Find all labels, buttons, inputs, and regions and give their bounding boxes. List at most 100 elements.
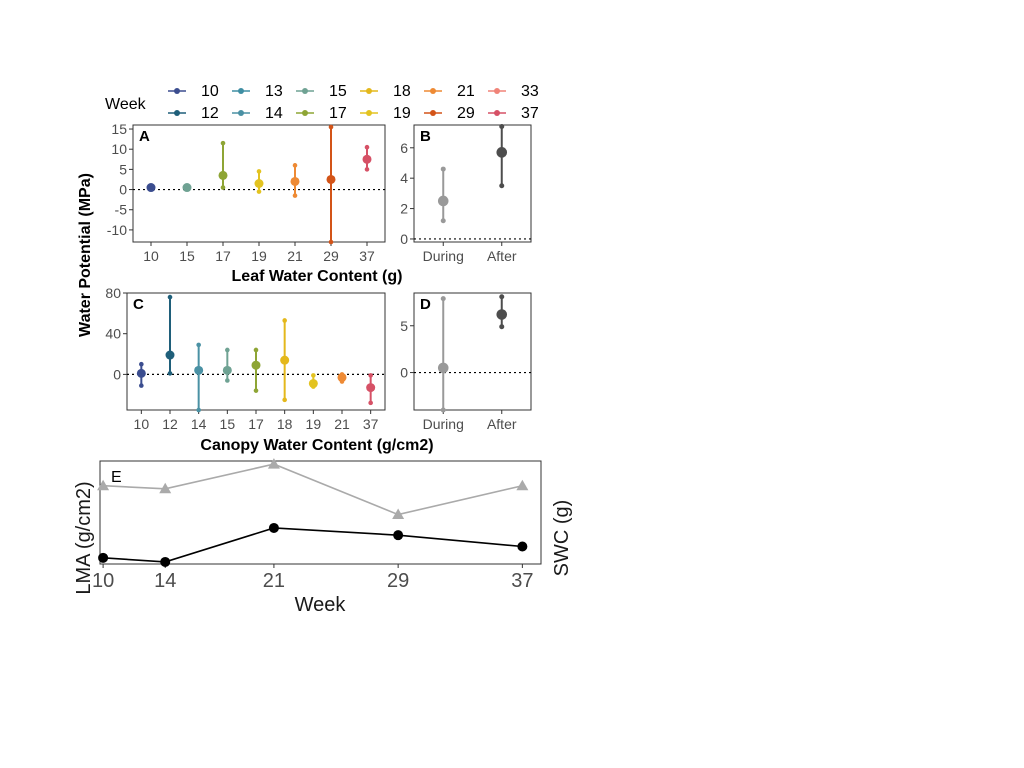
range-low-point bbox=[440, 218, 446, 224]
point-range-19 bbox=[308, 373, 318, 389]
mean-point bbox=[496, 309, 508, 320]
range-high-point bbox=[368, 373, 373, 378]
legend-key-dot bbox=[494, 110, 500, 116]
x-tick-label: 15 bbox=[179, 248, 195, 264]
y-tick-label: 6 bbox=[400, 140, 408, 156]
legend-label-21: 21 bbox=[457, 83, 475, 100]
e-x-tick-label: 14 bbox=[154, 570, 176, 592]
e-x-tick-label: 29 bbox=[387, 570, 409, 592]
point-range-After bbox=[496, 294, 508, 330]
y-tick-label: 0 bbox=[113, 366, 121, 382]
legend-label-17: 17 bbox=[329, 105, 347, 122]
legend-key-21: 21 bbox=[424, 83, 475, 100]
range-high-point bbox=[311, 373, 316, 378]
mean-point bbox=[146, 183, 156, 193]
legend-key-dot bbox=[494, 88, 500, 94]
e-circle-marker bbox=[98, 552, 109, 563]
y-tick-label: 80 bbox=[105, 285, 121, 301]
e-triangle-marker bbox=[267, 458, 280, 469]
range-low-point bbox=[225, 378, 230, 383]
point-range-10 bbox=[146, 183, 156, 193]
legend-label-18: 18 bbox=[393, 83, 411, 100]
e-triangle-marker bbox=[516, 479, 529, 491]
range-high-point bbox=[282, 318, 287, 323]
panel-c-letter: C bbox=[133, 296, 144, 313]
legend-label-19: 19 bbox=[393, 105, 411, 122]
mean-point bbox=[362, 154, 372, 164]
range-high-point bbox=[139, 361, 144, 367]
panel-e-left-y-axis-label: LMA (g/cm2) bbox=[73, 481, 95, 594]
legend: Week 10 12 13 14 15 17 18 19 21 29 33 37 bbox=[105, 83, 539, 122]
legend-key-10: 10 bbox=[168, 83, 219, 100]
x-tick-label: 12 bbox=[162, 416, 178, 432]
panel-b-letter: B bbox=[420, 128, 431, 145]
point-range-29 bbox=[326, 124, 336, 245]
range-low-point bbox=[256, 189, 262, 194]
point-range-12 bbox=[165, 294, 175, 376]
e-circle-marker bbox=[393, 530, 404, 541]
panel-c: C Canopy Water Content (g/cm2) 80 40 0 10 12… bbox=[105, 285, 433, 454]
point-range-During bbox=[437, 166, 449, 224]
y-tick-label: 40 bbox=[105, 326, 121, 342]
mean-point bbox=[254, 179, 264, 188]
legend-key-18: 18 bbox=[360, 83, 411, 100]
x-tick-label: After bbox=[487, 248, 517, 264]
legend-label-33: 33 bbox=[521, 83, 539, 100]
point-range-10 bbox=[136, 361, 146, 388]
panel-b: B 6 4 2 0 During After bbox=[400, 124, 532, 264]
range-low-point bbox=[499, 183, 505, 189]
range-high-point bbox=[499, 124, 505, 130]
mean-point bbox=[222, 365, 232, 375]
mean-point bbox=[165, 350, 175, 360]
range-high-point bbox=[225, 347, 230, 353]
panel-e-x-axis-label: Week bbox=[295, 594, 347, 616]
range-high-point bbox=[440, 166, 446, 172]
panel-e-frame bbox=[99, 460, 542, 565]
range-high-point bbox=[253, 347, 259, 353]
range-low-point bbox=[440, 407, 446, 413]
legend-title: Week bbox=[105, 96, 147, 113]
x-tick-label: 18 bbox=[277, 416, 293, 432]
legend-key-dot bbox=[302, 110, 308, 116]
mean-point bbox=[218, 170, 228, 180]
panel-d-letter: D bbox=[420, 296, 431, 313]
point-range-21 bbox=[337, 372, 347, 384]
range-high-point bbox=[364, 144, 370, 150]
point-range-15 bbox=[222, 347, 232, 383]
panel-a-letter: A bbox=[139, 128, 150, 145]
y-tick-label: 0 bbox=[400, 365, 408, 381]
e-circle-marker bbox=[268, 522, 279, 533]
range-low-point bbox=[368, 400, 373, 406]
e-x-tick-label: 21 bbox=[263, 570, 285, 592]
mean-point bbox=[290, 176, 300, 186]
range-low-point bbox=[292, 193, 298, 198]
legend-label-37: 37 bbox=[521, 105, 539, 122]
legend-key-13: 13 bbox=[232, 83, 283, 100]
y-tick-label: 4 bbox=[400, 170, 408, 186]
x-tick-label: 19 bbox=[251, 248, 267, 264]
e-series-line bbox=[103, 527, 523, 563]
x-tick-label: 15 bbox=[220, 416, 236, 432]
range-high-point bbox=[440, 296, 446, 302]
x-tick-label: 17 bbox=[215, 248, 231, 264]
e-circle-marker bbox=[160, 556, 171, 567]
panel-e-right-y-axis-label: SWC (g) bbox=[551, 500, 573, 577]
point-range-37 bbox=[366, 373, 376, 406]
range-high-point bbox=[328, 124, 334, 130]
panel-d: D 5 0 During After bbox=[400, 292, 532, 432]
mean-point bbox=[136, 368, 146, 378]
x-tick-label: 37 bbox=[363, 416, 379, 432]
legend-key-dot bbox=[366, 88, 372, 94]
x-tick-label: 10 bbox=[143, 248, 159, 264]
range-low-point bbox=[167, 371, 173, 376]
range-low-point bbox=[196, 407, 201, 413]
e-x-tick-label: 37 bbox=[511, 570, 533, 592]
mean-point bbox=[337, 372, 347, 382]
mean-point bbox=[326, 174, 336, 184]
legend-key-33: 33 bbox=[488, 83, 539, 100]
x-tick-label: 10 bbox=[134, 416, 150, 432]
mean-point bbox=[194, 365, 204, 375]
legend-key-37: 37 bbox=[488, 105, 539, 122]
mean-point bbox=[182, 183, 192, 193]
